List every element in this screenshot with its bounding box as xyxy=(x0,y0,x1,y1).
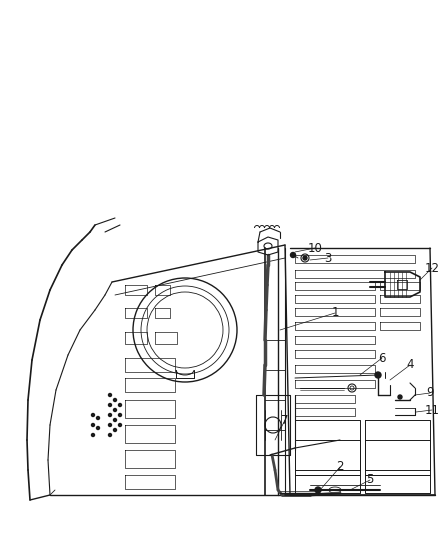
Circle shape xyxy=(91,424,94,426)
Circle shape xyxy=(96,426,99,430)
Circle shape xyxy=(118,403,121,407)
Circle shape xyxy=(91,414,94,416)
Circle shape xyxy=(91,433,94,437)
Circle shape xyxy=(302,256,306,260)
Circle shape xyxy=(113,408,116,411)
Circle shape xyxy=(118,414,121,416)
Text: 3: 3 xyxy=(324,252,331,264)
Circle shape xyxy=(113,418,116,422)
Circle shape xyxy=(118,424,121,426)
Circle shape xyxy=(374,372,380,378)
Circle shape xyxy=(108,403,111,407)
Circle shape xyxy=(113,429,116,432)
Text: 12: 12 xyxy=(424,262,438,274)
Text: 6: 6 xyxy=(378,351,385,365)
Circle shape xyxy=(108,414,111,416)
Circle shape xyxy=(108,393,111,397)
Circle shape xyxy=(397,395,401,399)
Circle shape xyxy=(108,433,111,437)
Circle shape xyxy=(314,487,320,493)
Text: 1: 1 xyxy=(331,306,338,319)
Text: 9: 9 xyxy=(425,386,433,400)
Text: 2: 2 xyxy=(336,461,343,473)
Circle shape xyxy=(96,416,99,419)
Text: 4: 4 xyxy=(405,359,413,372)
Text: 10: 10 xyxy=(307,241,321,254)
Text: 11: 11 xyxy=(424,403,438,416)
Text: 7: 7 xyxy=(281,414,288,426)
Circle shape xyxy=(290,253,295,257)
Text: 5: 5 xyxy=(365,473,373,487)
Circle shape xyxy=(113,399,116,401)
Circle shape xyxy=(108,424,111,426)
